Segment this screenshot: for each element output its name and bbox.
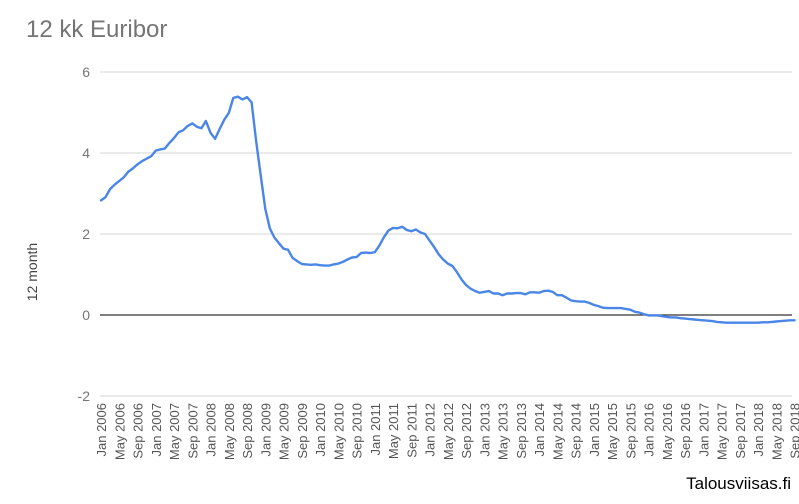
x-tick-label: Sep 2018	[788, 403, 799, 459]
x-tick-label: Jan 2008	[204, 403, 219, 457]
x-tick-label: May 2007	[167, 403, 182, 460]
x-tick-label: May 2010	[331, 403, 346, 460]
x-tick-label: May 2015	[605, 403, 620, 460]
series-line	[99, 95, 796, 324]
x-axis-ticks: Jan 2006 May 2006 Sep 2006 Jan 2007 May 2007…	[94, 403, 799, 460]
x-tick-label: Sep 2017	[733, 403, 748, 459]
x-tick-label: Sep 2012	[459, 403, 474, 459]
x-tick-label: Sep 2014	[569, 403, 584, 459]
y-tick-label: -2	[78, 388, 91, 404]
x-tick-label: Jan 2015	[587, 403, 602, 457]
x-tick-label: Jan 2012	[423, 403, 438, 457]
x-tick-label: May 2012	[441, 403, 456, 460]
x-tick-label: Jan 2017	[696, 403, 711, 457]
x-tick-label: Sep 2013	[514, 403, 529, 459]
y-tick-label: 0	[82, 307, 90, 323]
x-tick-label: Jan 2013	[477, 403, 492, 457]
x-tick-label: Sep 2010	[350, 403, 365, 459]
x-tick-label: May 2013	[496, 403, 511, 460]
x-tick-label: Jan 2006	[94, 403, 109, 457]
watermark: Talousviisas.fi	[686, 474, 791, 493]
x-tick-label: Jan 2007	[149, 403, 164, 457]
chart-title: 12 kk Euribor	[26, 16, 168, 43]
x-tick-label: Sep 2008	[240, 403, 255, 459]
x-tick-label: May 2008	[222, 403, 237, 460]
x-tick-label: May 2014	[550, 403, 565, 460]
x-tick-label: Jan 2010	[313, 403, 328, 457]
y-tick-label: 6	[82, 64, 90, 80]
x-tick-label: Jan 2009	[258, 403, 273, 457]
x-tick-label: May 2009	[277, 403, 292, 460]
x-tick-label: May 2016	[660, 403, 675, 460]
x-tick-label: May 2006	[112, 403, 127, 460]
x-tick-label: Sep 2011	[404, 403, 419, 458]
x-tick-label: May 2017	[715, 403, 730, 460]
y-axis-label: 12 month	[24, 243, 40, 301]
x-tick-label: Jan 2014	[532, 403, 547, 457]
x-tick-label: Sep 2015	[623, 403, 638, 459]
y-axis-ticks: 6 4 2 0 -2	[78, 64, 91, 404]
x-tick-label: Sep 2006	[131, 403, 146, 459]
x-tick-label: May 2018	[769, 403, 784, 460]
series-layer	[99, 95, 796, 324]
x-tick-label: Jan 2016	[642, 403, 657, 457]
x-tick-label: Sep 2007	[185, 403, 200, 459]
y-tick-label: 4	[82, 145, 90, 161]
x-tick-label: Jan 2018	[751, 403, 766, 457]
gridlines	[100, 71, 792, 397]
x-tick-label: May 2011	[386, 403, 401, 459]
x-tick-label: Sep 2009	[295, 403, 310, 459]
x-tick-label: Sep 2016	[678, 403, 693, 459]
x-tick-label: Jan 2011	[368, 403, 383, 456]
y-tick-label: 2	[82, 226, 90, 242]
